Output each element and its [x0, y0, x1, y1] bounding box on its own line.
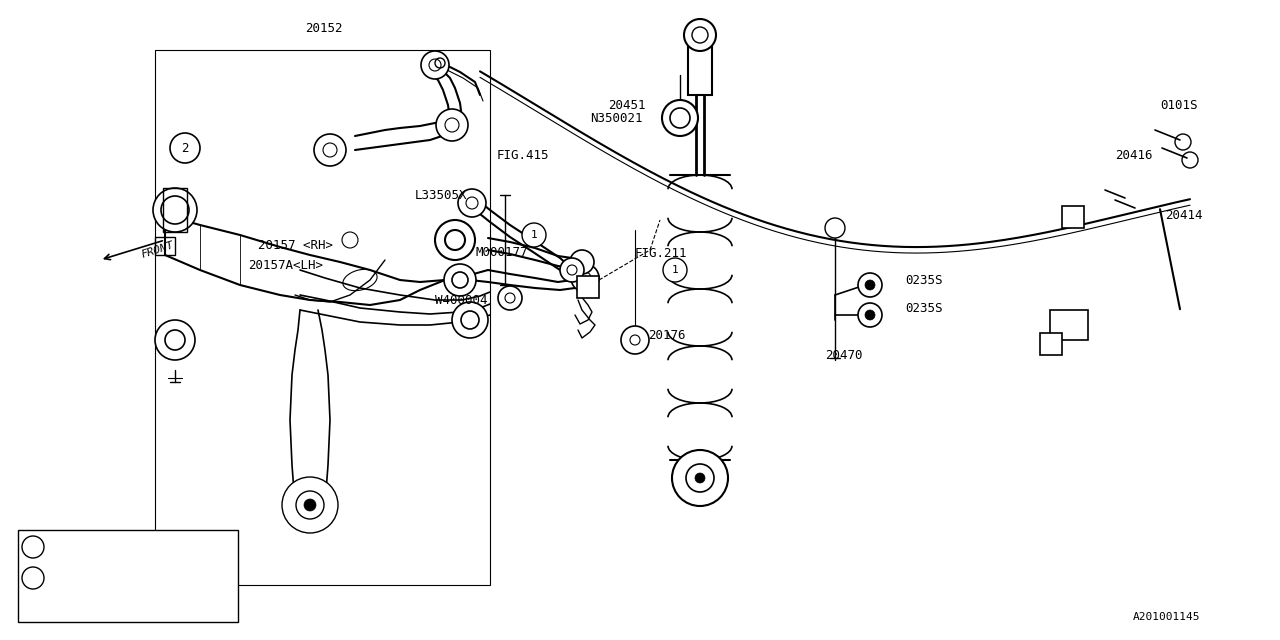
Circle shape	[621, 326, 649, 354]
Circle shape	[684, 19, 716, 51]
Text: 0235S: 0235S	[905, 301, 942, 314]
Circle shape	[155, 320, 195, 360]
Circle shape	[858, 273, 882, 297]
Text: 20152: 20152	[305, 22, 343, 35]
Circle shape	[858, 303, 882, 327]
Text: A: A	[584, 280, 591, 294]
Text: A201001145: A201001145	[1133, 612, 1201, 622]
Text: M000283: M000283	[52, 601, 100, 611]
Bar	[1039, 333, 1062, 355]
Circle shape	[522, 223, 547, 247]
Circle shape	[444, 264, 476, 296]
Circle shape	[865, 280, 876, 290]
Text: L33505X: L33505X	[415, 189, 467, 202]
Text: 20451: 20451	[608, 99, 645, 111]
Circle shape	[429, 59, 442, 71]
Circle shape	[692, 27, 708, 43]
Text: 20157 <RH>: 20157 <RH>	[259, 239, 333, 252]
Circle shape	[570, 250, 594, 274]
Text: N350021: N350021	[590, 111, 643, 125]
Circle shape	[567, 265, 577, 275]
Circle shape	[669, 108, 690, 128]
Circle shape	[662, 100, 698, 136]
Text: S +W: S +W	[138, 572, 165, 582]
Bar	[1062, 206, 1084, 228]
Bar	[18, 530, 238, 622]
Bar	[689, 45, 712, 95]
Bar	[577, 276, 599, 298]
Circle shape	[571, 264, 599, 292]
Circle shape	[498, 286, 522, 310]
Text: A: A	[1069, 211, 1076, 223]
Circle shape	[506, 293, 515, 303]
Circle shape	[314, 134, 346, 166]
Circle shape	[630, 335, 640, 345]
Text: W400004: W400004	[435, 294, 488, 307]
Text: 0101S: 0101S	[1160, 99, 1198, 111]
Text: 2: 2	[29, 542, 36, 552]
Circle shape	[435, 220, 475, 260]
Circle shape	[458, 189, 486, 217]
Circle shape	[161, 196, 189, 224]
Text: M000177: M000177	[475, 246, 527, 259]
Text: 1: 1	[29, 573, 36, 583]
Text: M000252: M000252	[52, 572, 100, 582]
Bar	[1050, 310, 1088, 340]
Bar	[155, 237, 175, 255]
Circle shape	[695, 473, 705, 483]
Circle shape	[445, 118, 460, 132]
Text: 0235S: 0235S	[905, 273, 942, 287]
Text: SOBK +WOBK: SOBK +WOBK	[138, 601, 206, 611]
Circle shape	[165, 330, 186, 350]
Circle shape	[579, 272, 591, 284]
Text: FIG.415: FIG.415	[497, 148, 549, 161]
Circle shape	[445, 230, 465, 250]
Text: 2: 2	[182, 141, 188, 154]
Bar	[155, 50, 490, 585]
Circle shape	[282, 477, 338, 533]
Circle shape	[305, 499, 316, 511]
Text: FIG.211: FIG.211	[635, 246, 687, 259]
Text: FRONT: FRONT	[140, 240, 175, 260]
Text: 20176: 20176	[648, 328, 686, 342]
Bar	[163, 188, 187, 232]
Circle shape	[170, 133, 200, 163]
Circle shape	[561, 258, 584, 282]
Circle shape	[452, 272, 468, 288]
Text: 1: 1	[531, 230, 538, 240]
Circle shape	[154, 188, 197, 232]
Circle shape	[296, 491, 324, 519]
Circle shape	[461, 311, 479, 329]
Text: 20470: 20470	[826, 349, 863, 362]
Circle shape	[663, 258, 687, 282]
Circle shape	[421, 51, 449, 79]
Circle shape	[436, 109, 468, 141]
Circle shape	[22, 567, 44, 589]
Circle shape	[672, 450, 728, 506]
Text: 20414: 20414	[1165, 209, 1202, 221]
Text: 1: 1	[672, 265, 678, 275]
Circle shape	[466, 197, 477, 209]
Text: 20176B: 20176B	[52, 542, 93, 552]
Circle shape	[452, 302, 488, 338]
Circle shape	[865, 310, 876, 320]
Circle shape	[22, 536, 44, 558]
Text: 20157A<LH>: 20157A<LH>	[248, 259, 323, 271]
Circle shape	[323, 143, 337, 157]
Circle shape	[826, 218, 845, 238]
Circle shape	[686, 464, 714, 492]
Text: 20416: 20416	[1115, 148, 1152, 161]
Text: A: A	[1047, 337, 1055, 351]
